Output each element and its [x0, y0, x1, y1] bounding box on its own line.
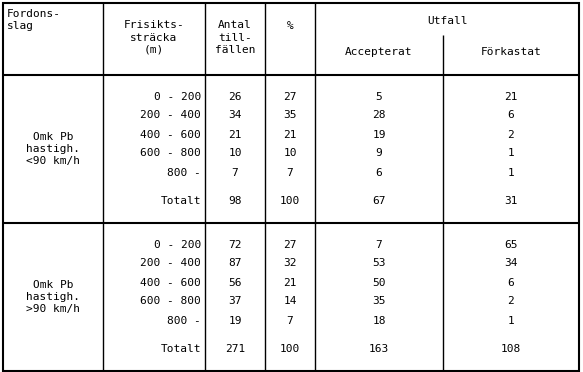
- Text: 6: 6: [508, 110, 514, 121]
- Text: 32: 32: [283, 259, 297, 269]
- Text: 163: 163: [369, 344, 389, 355]
- Text: Fordons-
slag: Fordons- slag: [7, 9, 61, 31]
- Text: 37: 37: [229, 296, 242, 307]
- Text: 67: 67: [373, 196, 386, 206]
- Text: 2: 2: [508, 129, 514, 140]
- Text: 34: 34: [229, 110, 242, 121]
- Text: 21: 21: [283, 278, 297, 288]
- Text: Förkastat: Förkastat: [480, 47, 542, 57]
- Text: 0 - 200: 0 - 200: [154, 240, 201, 250]
- Text: 18: 18: [373, 315, 386, 326]
- Text: 6: 6: [508, 278, 514, 288]
- Text: 28: 28: [373, 110, 386, 121]
- Text: 7: 7: [287, 315, 293, 326]
- Text: 27: 27: [283, 92, 297, 102]
- Text: 87: 87: [229, 259, 242, 269]
- Text: 100: 100: [280, 344, 300, 355]
- Text: 271: 271: [225, 344, 245, 355]
- Text: Totalt: Totalt: [160, 344, 201, 355]
- Text: 19: 19: [373, 129, 386, 140]
- Text: 35: 35: [283, 110, 297, 121]
- Text: 100: 100: [280, 196, 300, 206]
- Text: 72: 72: [229, 240, 242, 250]
- Text: 21: 21: [504, 92, 518, 102]
- Text: 108: 108: [501, 344, 521, 355]
- Text: 21: 21: [283, 129, 297, 140]
- Text: 1: 1: [508, 167, 514, 177]
- Text: 2: 2: [508, 296, 514, 307]
- Text: Utfall: Utfall: [427, 16, 467, 26]
- Text: Frisikts-
sträcka
(m): Frisikts- sträcka (m): [124, 20, 184, 55]
- Text: 34: 34: [504, 259, 518, 269]
- Text: 400 - 600: 400 - 600: [141, 129, 201, 140]
- Text: 800 -: 800 -: [167, 167, 201, 177]
- Text: 600 - 800: 600 - 800: [141, 148, 201, 158]
- Text: Totalt: Totalt: [160, 196, 201, 206]
- Text: 21: 21: [229, 129, 242, 140]
- Text: 19: 19: [229, 315, 242, 326]
- Text: 31: 31: [504, 196, 518, 206]
- Text: 800 -: 800 -: [167, 315, 201, 326]
- Text: 6: 6: [375, 167, 382, 177]
- Text: 400 - 600: 400 - 600: [141, 278, 201, 288]
- Text: 200 - 400: 200 - 400: [141, 110, 201, 121]
- Text: 9: 9: [375, 148, 382, 158]
- Text: 200 - 400: 200 - 400: [141, 259, 201, 269]
- Text: Omk Pb
hastigh.
<90 km/h: Omk Pb hastigh. <90 km/h: [26, 132, 80, 166]
- Text: 98: 98: [229, 196, 242, 206]
- Text: 50: 50: [373, 278, 386, 288]
- Text: 65: 65: [504, 240, 518, 250]
- Text: 5: 5: [375, 92, 382, 102]
- Text: 26: 26: [229, 92, 242, 102]
- Text: 0 - 200: 0 - 200: [154, 92, 201, 102]
- Text: 10: 10: [283, 148, 297, 158]
- Text: Antal
till-
fällen: Antal till- fällen: [215, 20, 255, 55]
- Text: 10: 10: [229, 148, 242, 158]
- Text: 53: 53: [373, 259, 386, 269]
- Text: Accepterat: Accepterat: [345, 47, 413, 57]
- Text: 14: 14: [283, 296, 297, 307]
- Text: 1: 1: [508, 315, 514, 326]
- Text: 600 - 800: 600 - 800: [141, 296, 201, 307]
- Text: 56: 56: [229, 278, 242, 288]
- Text: %: %: [287, 21, 293, 31]
- Text: 1: 1: [508, 148, 514, 158]
- Text: 7: 7: [287, 167, 293, 177]
- Text: 7: 7: [231, 167, 238, 177]
- Text: 7: 7: [375, 240, 382, 250]
- Text: 27: 27: [283, 240, 297, 250]
- Text: Omk Pb
hastigh.
>90 km/h: Omk Pb hastigh. >90 km/h: [26, 280, 80, 314]
- Text: 35: 35: [373, 296, 386, 307]
